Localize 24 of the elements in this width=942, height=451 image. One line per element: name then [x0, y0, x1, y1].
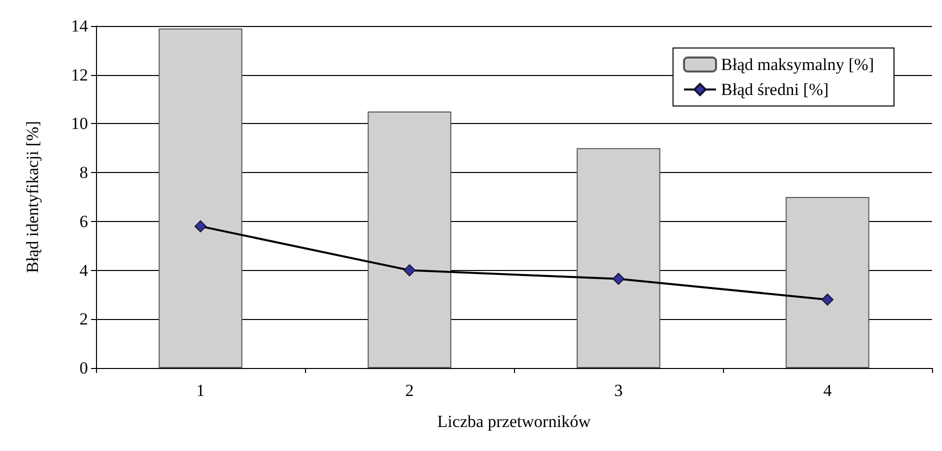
- y-tick-label: 0: [80, 358, 88, 378]
- y-axis-title: Błąd identyfikacji [%]: [23, 120, 42, 274]
- y-tick-label: 2: [80, 310, 88, 329]
- x-tick-label: 3: [614, 381, 623, 400]
- x-tick-label: 1: [196, 381, 205, 400]
- x-tick-label: 2: [405, 381, 414, 400]
- y-tick-label: 14: [71, 16, 88, 36]
- point: [404, 264, 416, 276]
- y-tick-label: 8: [80, 163, 88, 182]
- bar: [576, 148, 660, 368]
- point: [612, 272, 624, 285]
- bar: [368, 112, 452, 368]
- x-tick-label: 4: [823, 381, 832, 400]
- bar: [786, 197, 870, 368]
- y-tick-label: 10: [71, 114, 88, 134]
- y-tick-label: 4: [80, 260, 88, 280]
- y-tick-label: 6: [80, 212, 88, 231]
- point: [194, 220, 206, 232]
- point: [822, 294, 834, 306]
- bar: [158, 28, 242, 368]
- x-axis-title: Liczba przetworników: [437, 412, 592, 431]
- y-tick-label: 12: [71, 65, 88, 84]
- legend-label: Błąd maksymalny [%]: [721, 55, 874, 74]
- legend-label: Błąd średni [%]: [721, 80, 829, 99]
